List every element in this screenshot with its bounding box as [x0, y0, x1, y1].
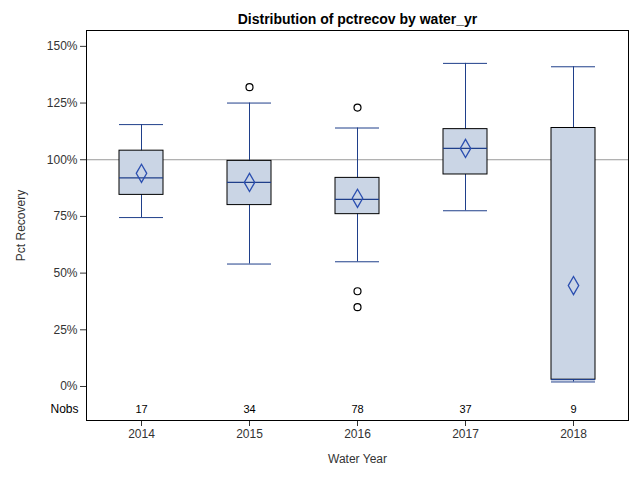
svg-text:Water Year: Water Year: [328, 452, 387, 466]
svg-text:34: 34: [243, 403, 255, 415]
svg-text:50%: 50%: [53, 266, 77, 280]
svg-text:0%: 0%: [60, 379, 78, 393]
svg-text:150%: 150%: [47, 39, 78, 53]
svg-text:17: 17: [135, 403, 147, 415]
svg-text:2015: 2015: [236, 427, 263, 441]
svg-text:9: 9: [570, 403, 576, 415]
svg-text:2017: 2017: [452, 427, 479, 441]
svg-text:Nobs: Nobs: [50, 402, 78, 416]
svg-text:78: 78: [351, 403, 363, 415]
svg-text:37: 37: [459, 403, 471, 415]
svg-text:75%: 75%: [53, 209, 77, 223]
svg-text:2018: 2018: [560, 427, 587, 441]
svg-text:Distribution of pctrecov by wa: Distribution of pctrecov by water_yr: [238, 11, 478, 27]
svg-text:2016: 2016: [344, 427, 371, 441]
svg-text:125%: 125%: [47, 96, 78, 110]
svg-text:25%: 25%: [53, 323, 77, 337]
svg-text:Pct Recovery: Pct Recovery: [14, 190, 28, 261]
svg-text:100%: 100%: [47, 153, 78, 167]
svg-text:2014: 2014: [128, 427, 155, 441]
